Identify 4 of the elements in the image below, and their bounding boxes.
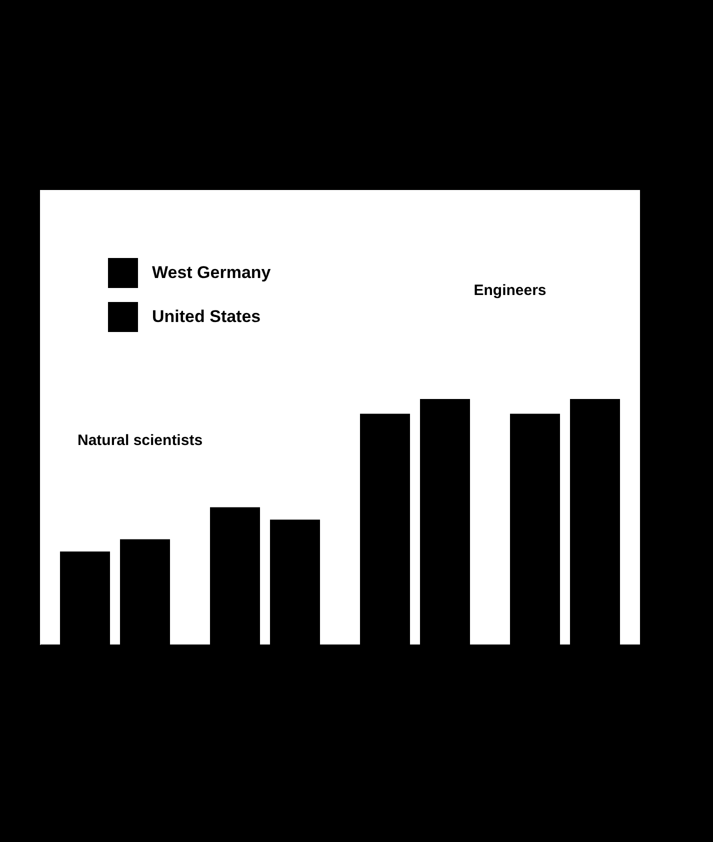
legend-label: United States xyxy=(152,307,261,326)
text: Engineers xyxy=(474,282,546,299)
legend-label: West Germany xyxy=(152,263,272,282)
annotation: Natural scientists xyxy=(77,432,203,449)
